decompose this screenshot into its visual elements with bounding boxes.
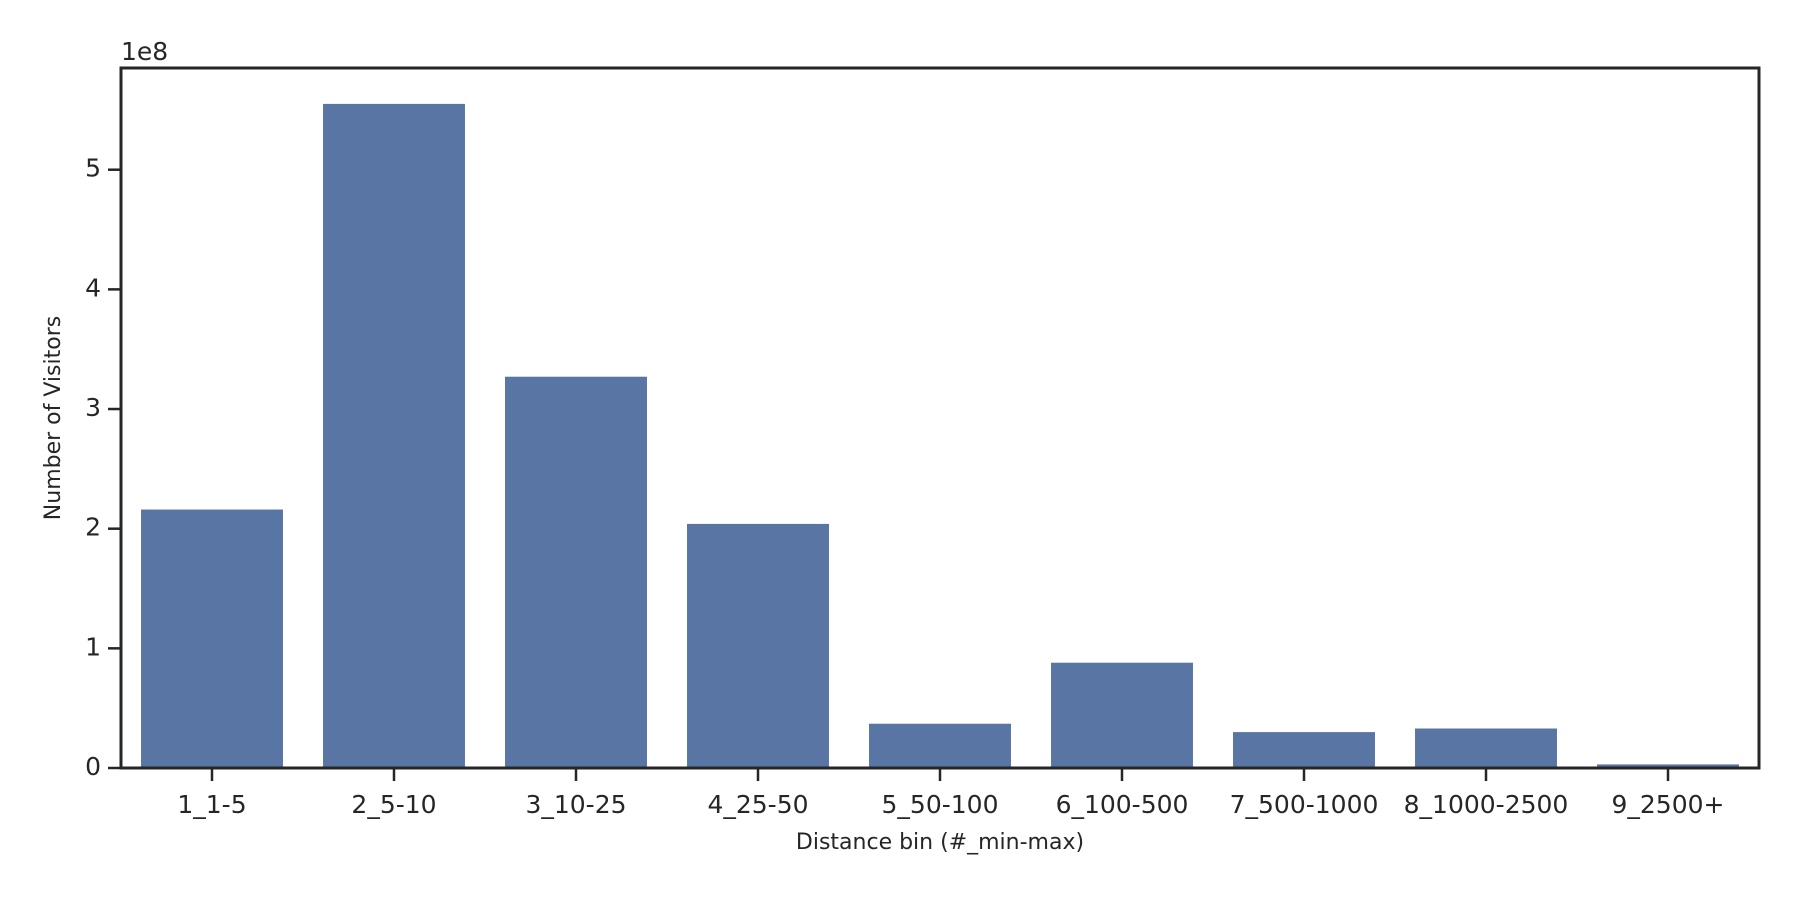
bar [141, 509, 283, 768]
x-tick-label: 3_10-25 [525, 790, 626, 819]
plot-frame [119, 66, 1761, 770]
y-offset-label: 1e8 [121, 37, 168, 66]
x-tick-label: 7_500-1000 [1230, 790, 1379, 819]
bar [1415, 728, 1557, 768]
x-tick-label: 8_1000-2500 [1404, 790, 1569, 819]
x-tick-label: 6_100-500 [1056, 790, 1189, 819]
x-tick-label: 2_5-10 [351, 790, 436, 819]
x-axis-label: Distance bin (#_min-max) [796, 830, 1084, 855]
bar [505, 376, 647, 768]
bar [323, 103, 465, 768]
x-tick-label: 1_1-5 [177, 790, 246, 819]
bar [1051, 662, 1193, 768]
x-tick-label: 5_50-100 [882, 790, 999, 819]
bar [1233, 732, 1375, 768]
x-tick-label: 4_25-50 [707, 790, 808, 819]
x-tick-label: 9_2500+ [1612, 790, 1725, 819]
bar [1597, 764, 1739, 768]
y-tick-label: 0 [85, 752, 101, 781]
y-tick-label: 1 [85, 632, 101, 661]
y-tick-label: 5 [85, 154, 101, 183]
bar [869, 723, 1011, 768]
y-axis-label: Number of Visitors [41, 316, 66, 520]
bar [687, 523, 829, 768]
y-tick-label: 4 [85, 273, 101, 302]
y-tick-label: 2 [85, 513, 101, 542]
y-tick-label: 3 [85, 393, 101, 422]
